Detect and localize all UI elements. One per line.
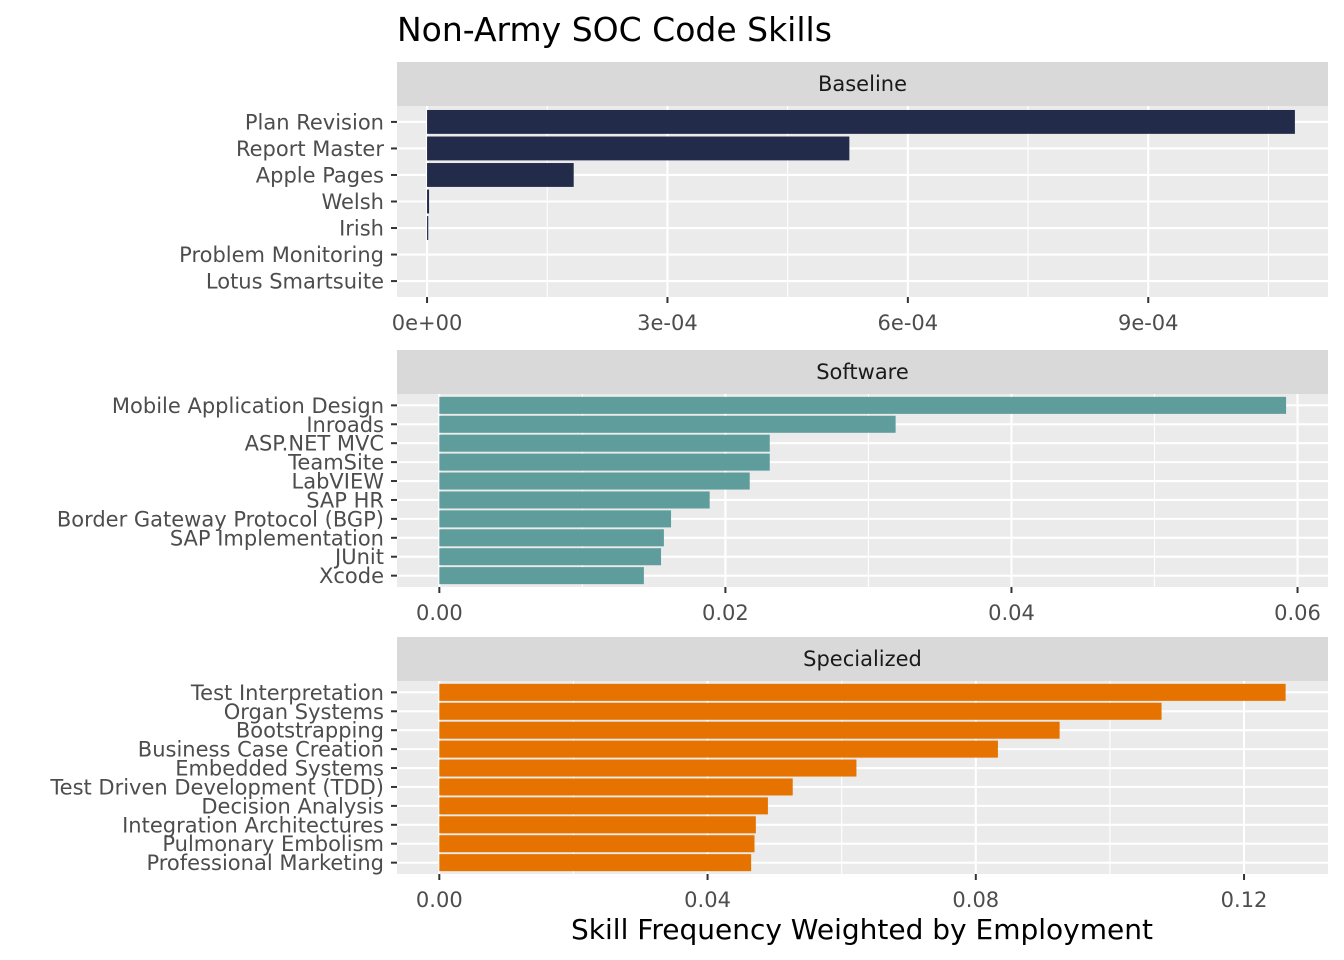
bar xyxy=(439,721,1060,739)
bar xyxy=(439,835,755,853)
bar xyxy=(427,109,1295,134)
category-label: Professional Marketing xyxy=(146,851,384,875)
facet-strip xyxy=(397,637,1328,681)
bar xyxy=(439,854,752,872)
x-axis-title: Skill Frequency Weighted by Employment xyxy=(571,913,1153,946)
facet-strip-label: Baseline xyxy=(818,72,907,96)
category-label: Decision Analysis xyxy=(201,794,384,818)
x-tick-label: 0.06 xyxy=(1274,601,1321,625)
category-label: ASP.NET MVC xyxy=(245,432,384,456)
category-label: Plan Revision xyxy=(245,110,384,134)
bar xyxy=(427,189,430,214)
bar xyxy=(439,491,710,509)
category-label: Mobile Application Design xyxy=(112,394,384,418)
category-label: Bootstrapping xyxy=(236,719,384,743)
facet-strip xyxy=(397,350,1328,394)
category-label: Test Driven Development (TDD) xyxy=(49,775,384,799)
category-label: Xcode xyxy=(319,564,384,588)
panel-software: Software Mobile Application DesignInroads… xyxy=(57,350,1328,625)
category-label: Organ Systems xyxy=(224,700,384,724)
category-label: Problem Monitoring xyxy=(179,243,384,267)
x-tick-label: 0.00 xyxy=(416,888,463,912)
bar xyxy=(427,216,429,240)
category-label: LabVIEW xyxy=(292,470,385,494)
x-tick-label: 0e+00 xyxy=(392,311,463,335)
category-label: Apple Pages xyxy=(256,163,384,187)
x-tick-label: 9e-04 xyxy=(1118,311,1179,335)
bar xyxy=(439,567,644,585)
category-label: SAP Implementation xyxy=(170,526,384,550)
category-label: Report Master xyxy=(236,137,384,161)
category-label: Embedded Systems xyxy=(175,757,384,781)
facet-strip-label: Software xyxy=(816,360,909,384)
x-tick-label: 0.12 xyxy=(1221,888,1268,912)
bar xyxy=(439,453,770,471)
category-label: SAP HR xyxy=(306,488,384,512)
panel-baseline: Baseline Plan Revision Report MasterApple … xyxy=(179,62,1328,335)
bar xyxy=(439,529,664,547)
bar xyxy=(439,702,1162,720)
bar xyxy=(439,740,998,758)
bar xyxy=(427,163,574,187)
bar xyxy=(439,778,793,796)
bar xyxy=(439,683,1286,701)
category-label: Lotus Smartsuite xyxy=(206,270,384,294)
x-tick-label: 6e-04 xyxy=(878,311,939,335)
bar xyxy=(439,434,770,452)
x-tick-label: 0.02 xyxy=(702,601,749,625)
category-label: Pulmonary Embolism xyxy=(162,832,384,856)
x-tick-label: 0.04 xyxy=(684,888,731,912)
bar xyxy=(439,797,768,815)
chart-title: Non-Army SOC Code Skills xyxy=(397,10,832,49)
bar xyxy=(427,136,850,161)
facet-strip xyxy=(397,62,1328,106)
x-tick-label: 3e-04 xyxy=(637,311,698,335)
category-label: Test Interpretation xyxy=(190,681,384,705)
bar xyxy=(439,472,750,490)
category-label: JUnit xyxy=(333,545,384,569)
category-label: Irish xyxy=(339,217,384,241)
x-tick-label: 0.00 xyxy=(416,601,463,625)
bar xyxy=(439,548,662,566)
bar xyxy=(439,816,756,834)
x-tick-label: 0.04 xyxy=(988,601,1035,625)
category-label: Border Gateway Protocol (BGP) xyxy=(57,507,384,531)
category-label: Integration Architectures xyxy=(122,813,384,837)
bar xyxy=(439,759,857,777)
bar xyxy=(439,396,1287,414)
bar xyxy=(439,510,672,528)
category-label: Business Case Creation xyxy=(138,738,384,762)
x-tick-label: 0.08 xyxy=(952,888,999,912)
category-label: Welsh xyxy=(321,190,384,214)
category-label: TeamSite xyxy=(287,451,384,475)
bar xyxy=(439,415,896,433)
facet-strip-label: Specialized xyxy=(803,647,922,671)
category-label: Inroads xyxy=(306,413,384,437)
